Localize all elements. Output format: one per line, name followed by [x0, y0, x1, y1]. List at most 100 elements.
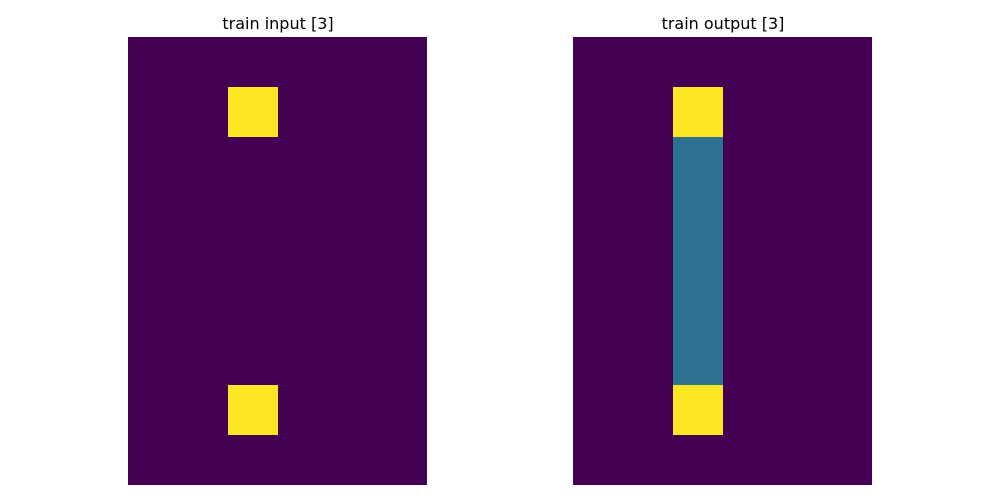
grid-cell: [327, 37, 377, 87]
grid-cell: [327, 286, 377, 336]
grid-cell: [822, 286, 872, 336]
grid-cell: [822, 336, 872, 385]
grid-cell: [278, 87, 327, 137]
grid-cell: [822, 87, 872, 137]
grid-cell: [822, 37, 872, 87]
grid-cell: [278, 286, 327, 336]
grid-cell: [723, 286, 772, 336]
grid-cell: [278, 385, 327, 435]
grid-cell: [623, 385, 673, 435]
grid-cell: [327, 385, 377, 435]
grid-cell: [573, 435, 623, 485]
grid-cell: [377, 37, 427, 87]
grid-cell: [673, 385, 723, 435]
grid-cell: [178, 385, 228, 435]
grid-cell: [822, 137, 872, 186]
grid-cell: [228, 37, 278, 87]
grid-cell: [673, 186, 723, 236]
grid-cell: [278, 236, 327, 286]
grid-cell: [623, 336, 673, 385]
grid-cell: [128, 87, 178, 137]
grid-cell: [673, 87, 723, 137]
grid-cell: [573, 186, 623, 236]
grid-cell: [178, 87, 228, 137]
grid-cell: [377, 186, 427, 236]
panel-title-input: train input [3]: [222, 14, 334, 33]
grid-cell: [228, 186, 278, 236]
grid-cell: [327, 186, 377, 236]
grid-cell: [573, 236, 623, 286]
grid-cell: [228, 286, 278, 336]
grid-cell: [178, 435, 228, 485]
grid-cell: [673, 286, 723, 336]
grid-cell: [822, 385, 872, 435]
grid-cell: [377, 336, 427, 385]
grid-cell: [327, 137, 377, 186]
grid-cell: [278, 435, 327, 485]
panel-title-output: train output [3]: [661, 14, 785, 33]
grid-cell: [772, 236, 822, 286]
grid-cell: [128, 37, 178, 87]
grid-cell: [772, 87, 822, 137]
grid-cell: [377, 236, 427, 286]
grid-cell: [573, 385, 623, 435]
grid-cell: [723, 236, 772, 286]
grid-cell: [278, 37, 327, 87]
grid-cell: [228, 336, 278, 385]
grid-cell: [228, 87, 278, 137]
grid-cell: [623, 186, 673, 236]
grid-cell: [723, 336, 772, 385]
grid-cell: [377, 87, 427, 137]
grid-cell: [278, 186, 327, 236]
grid-cell: [723, 435, 772, 485]
grid-cell: [772, 385, 822, 435]
grid-cell: [772, 137, 822, 186]
grid-cell: [573, 137, 623, 186]
grid-cell: [327, 236, 377, 286]
grid-cell: [128, 186, 178, 236]
grid-cell: [278, 137, 327, 186]
grid-cell: [723, 137, 772, 186]
grid-cell: [673, 435, 723, 485]
grid-cell: [327, 435, 377, 485]
grid-cell: [178, 37, 228, 87]
grid-cell: [327, 87, 377, 137]
grid-cell: [772, 186, 822, 236]
grid-cell: [178, 137, 228, 186]
grid-cell: [573, 286, 623, 336]
grid-cell: [623, 137, 673, 186]
grid-cell: [377, 286, 427, 336]
grid-cell: [228, 137, 278, 186]
grid-cell: [178, 236, 228, 286]
grid-cell: [327, 336, 377, 385]
grid-cell: [377, 385, 427, 435]
grid-cell: [723, 385, 772, 435]
grid-cell: [623, 37, 673, 87]
grid-cell: [128, 435, 178, 485]
grid-cell: [228, 385, 278, 435]
grid-cell: [377, 435, 427, 485]
grid-cell: [623, 286, 673, 336]
grid-cell: [228, 435, 278, 485]
grid-cell: [178, 286, 228, 336]
grid-cell: [772, 336, 822, 385]
grid-cell: [772, 286, 822, 336]
grid-cell: [723, 37, 772, 87]
grid-cell: [673, 236, 723, 286]
grid-cell: [822, 435, 872, 485]
grid-cell: [178, 186, 228, 236]
grid-cell: [673, 137, 723, 186]
grid-cell: [623, 236, 673, 286]
grid-cell: [822, 186, 872, 236]
grid-cell: [128, 137, 178, 186]
output-grid: [573, 37, 872, 485]
grid-cell: [772, 37, 822, 87]
grid-cell: [278, 336, 327, 385]
grid-cell: [772, 435, 822, 485]
grid-cell: [128, 385, 178, 435]
grid-cell: [228, 236, 278, 286]
grid-cell: [377, 137, 427, 186]
grid-cell: [723, 186, 772, 236]
grid-cell: [128, 236, 178, 286]
grid-cell: [573, 87, 623, 137]
